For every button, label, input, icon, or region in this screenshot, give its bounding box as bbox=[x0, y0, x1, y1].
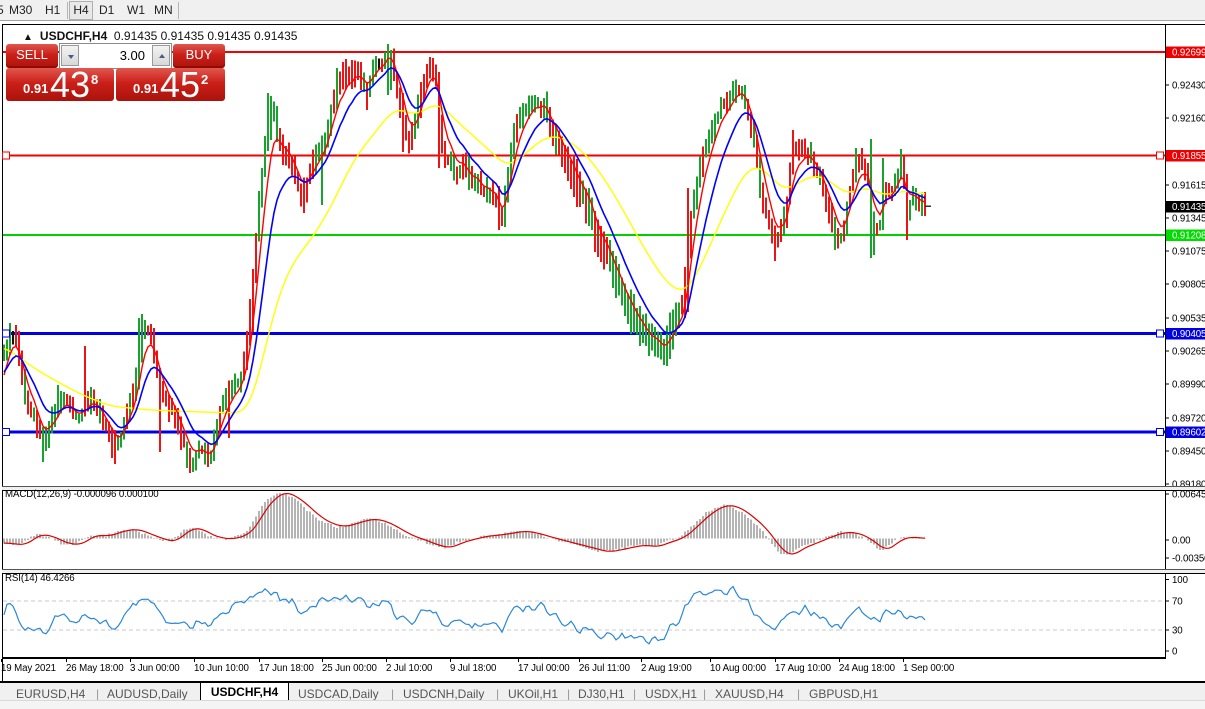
svg-text:0.89990: 0.89990 bbox=[1172, 380, 1205, 391]
svg-text:30: 30 bbox=[1172, 626, 1183, 637]
svg-text:1 Sep 00:00: 1 Sep 00:00 bbox=[903, 663, 955, 674]
svg-text:70: 70 bbox=[1172, 597, 1183, 608]
svg-text:26 Jul 11:00: 26 Jul 11:00 bbox=[579, 663, 631, 674]
svg-text:0.90265: 0.90265 bbox=[1172, 347, 1205, 358]
svg-text:0.91855: 0.91855 bbox=[1172, 151, 1205, 162]
svg-text:17 Aug 10:00: 17 Aug 10:00 bbox=[775, 663, 832, 674]
svg-text:100: 100 bbox=[1172, 575, 1189, 586]
svg-text:0.89720: 0.89720 bbox=[1172, 414, 1205, 425]
svg-text:17 Jul 00:00: 17 Jul 00:00 bbox=[518, 663, 570, 674]
svg-text:0.91615: 0.91615 bbox=[1172, 181, 1205, 192]
svg-text:24 Aug 18:00: 24 Aug 18:00 bbox=[839, 663, 896, 674]
svg-text:0.90405: 0.90405 bbox=[1172, 329, 1205, 340]
svg-text:0.91345: 0.91345 bbox=[1172, 214, 1205, 225]
svg-text:10 Aug 00:00: 10 Aug 00:00 bbox=[710, 663, 767, 674]
svg-text:RSI(14) 46.4266: RSI(14) 46.4266 bbox=[5, 573, 75, 584]
svg-text:0.90805: 0.90805 bbox=[1172, 280, 1205, 291]
svg-text:-0.00350: -0.00350 bbox=[1172, 554, 1205, 565]
svg-text:10 Jun 10:00: 10 Jun 10:00 bbox=[194, 663, 250, 674]
svg-text:2 Aug 19:00: 2 Aug 19:00 bbox=[641, 663, 692, 674]
svg-text:3 Jun 00:00: 3 Jun 00:00 bbox=[130, 663, 180, 674]
svg-text:0.91075: 0.91075 bbox=[1172, 247, 1205, 258]
svg-text:0.92699: 0.92699 bbox=[1172, 48, 1205, 59]
svg-text:0.89180: 0.89180 bbox=[1172, 480, 1205, 491]
svg-text:0.92160: 0.92160 bbox=[1172, 114, 1205, 125]
svg-text:25 Jun 00:00: 25 Jun 00:00 bbox=[322, 663, 378, 674]
svg-text:9 Jul 18:00: 9 Jul 18:00 bbox=[450, 663, 497, 674]
svg-text:0.89602: 0.89602 bbox=[1172, 428, 1205, 439]
svg-text:17 Jun 18:00: 17 Jun 18:00 bbox=[259, 663, 315, 674]
svg-text:0.89450: 0.89450 bbox=[1172, 447, 1205, 458]
svg-text:0.92430: 0.92430 bbox=[1172, 81, 1205, 92]
svg-text:19 May 2021: 19 May 2021 bbox=[1, 663, 56, 674]
svg-text:0.90535: 0.90535 bbox=[1172, 314, 1205, 325]
svg-text:26 May 18:00: 26 May 18:00 bbox=[66, 663, 124, 674]
svg-text:0.006451: 0.006451 bbox=[1172, 490, 1205, 501]
svg-text:MACD(12,26,9) -0.000096 0.0001: MACD(12,26,9) -0.000096 0.000100 bbox=[5, 489, 159, 500]
svg-text:2 Jul 10:00: 2 Jul 10:00 bbox=[386, 663, 433, 674]
svg-text:0.91208: 0.91208 bbox=[1172, 231, 1205, 242]
svg-text:0.91435: 0.91435 bbox=[1172, 202, 1205, 213]
svg-text:0.00: 0.00 bbox=[1172, 536, 1191, 547]
svg-text:0: 0 bbox=[1172, 647, 1178, 658]
